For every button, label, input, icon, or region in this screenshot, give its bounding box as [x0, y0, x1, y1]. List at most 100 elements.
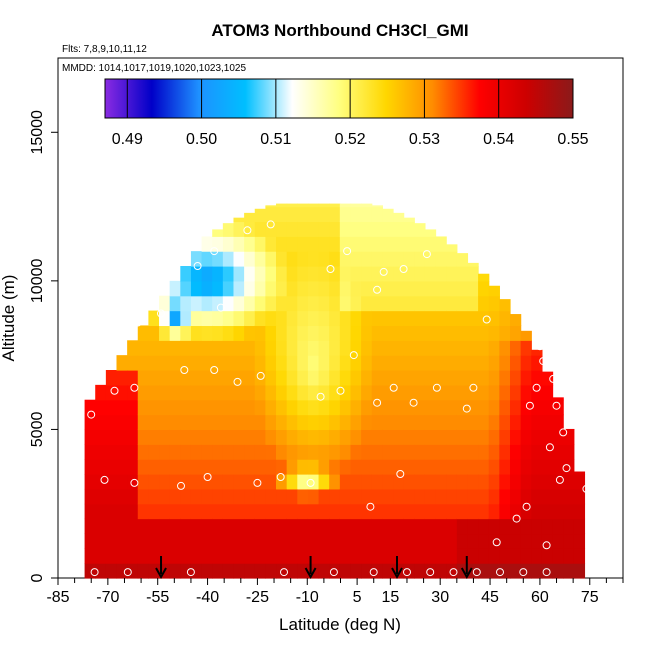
heatmap-cell: [371, 414, 383, 431]
heatmap-cell: [265, 325, 277, 341]
heatmap-cell: [371, 325, 383, 341]
chart-title: ATOM3 Northbound CH3Cl_GMI: [211, 21, 468, 40]
heatmap-cell: [297, 429, 309, 445]
heatmap-cell: [297, 548, 309, 564]
heatmap-cell: [361, 459, 373, 475]
heatmap-cell: [361, 236, 373, 252]
heatmap-cell: [244, 459, 256, 475]
sample-point: [472, 568, 481, 577]
heatmap-cell: [371, 236, 383, 252]
heatmap-cell: [350, 236, 362, 252]
x-tick-label: 60: [531, 589, 549, 606]
heatmap-cell: [573, 488, 586, 505]
heatmap-cell: [95, 474, 107, 490]
heatmap-cell: [467, 518, 479, 535]
heatmap-cell: [276, 563, 288, 579]
heatmap-cell: [116, 563, 128, 579]
heatmap-cell: [552, 563, 564, 579]
heatmap-cell: [297, 295, 309, 312]
heatmap-cell: [254, 208, 266, 223]
heatmap-cell: [137, 370, 149, 386]
heatmap-cell: [350, 251, 362, 267]
heatmap-cell: [244, 266, 256, 282]
sample-point: [100, 475, 109, 484]
heatmap-cell: [456, 444, 469, 460]
heatmap-cell: [276, 355, 288, 371]
heatmap-cell: [531, 503, 543, 520]
heatmap-cell: [499, 503, 511, 520]
heatmap-cell: [276, 459, 288, 475]
heatmap-cell: [467, 414, 479, 431]
heatmap-cell: [137, 414, 149, 431]
heatmap-cell: [467, 355, 479, 371]
heatmap-cell: [403, 414, 415, 431]
sample-point: [306, 478, 315, 487]
heatmap-cell: [393, 533, 405, 549]
heatmap-cell: [531, 533, 543, 549]
heatmap-cell: [403, 355, 415, 371]
heatmap-cell: [499, 355, 511, 371]
heatmap-cell: [478, 414, 490, 431]
heatmap-cell: [148, 429, 160, 445]
heatmap-cell: [371, 503, 383, 520]
heatmap-cell: [105, 488, 118, 505]
heatmap-cell: [361, 518, 373, 535]
heatmap-cell: [424, 488, 437, 505]
heatmap-cell: [488, 548, 500, 564]
heatmap-cell: [307, 399, 320, 416]
heatmap-cell: [552, 459, 564, 475]
heatmap-cell: [233, 310, 245, 327]
heatmap-cell: [222, 518, 235, 535]
heatmap-cell: [212, 474, 224, 490]
heatmap-cell: [265, 370, 277, 386]
sample-point: [210, 366, 219, 374]
heatmap-cell: [339, 518, 352, 535]
heatmap-cell: [212, 384, 224, 401]
heatmap-cell: [222, 251, 235, 267]
heatmap-cell: [276, 370, 288, 386]
sample-point: [562, 464, 571, 473]
sample-point: [426, 568, 435, 577]
heatmap-cell: [573, 533, 586, 549]
heatmap-cell: [446, 325, 458, 341]
heatmap-cell: [254, 355, 266, 371]
heatmap-cell: [414, 310, 426, 327]
y-tick-label: 10000: [29, 259, 46, 304]
heatmap-cell: [478, 295, 490, 312]
heatmap-cell: [403, 444, 415, 460]
heatmap-cell: [318, 310, 330, 327]
heatmap-cell: [159, 295, 171, 312]
heatmap-cell: [254, 221, 266, 237]
heatmap-cell: [361, 548, 373, 564]
heatmap-cell: [329, 384, 341, 401]
heatmap-cell: [95, 399, 107, 416]
heatmap-cell: [190, 251, 203, 267]
heatmap-cell: [329, 203, 341, 208]
heatmap-cell: [169, 340, 181, 356]
heatmap-cell: [254, 280, 266, 297]
heatmap-cell: [286, 280, 298, 297]
heatmap-cell: [95, 503, 107, 520]
heatmap-cell: [244, 212, 256, 223]
heatmap-cell: [254, 503, 266, 520]
heatmap-cell: [435, 474, 447, 490]
heatmap-cell: [478, 474, 490, 490]
heatmap-cell: [318, 563, 330, 579]
heatmap-cell: [424, 236, 437, 252]
heatmap-cell: [393, 221, 405, 237]
heatmap-cell: [84, 399, 96, 416]
heatmap-cell: [435, 429, 447, 445]
heatmap-cell: [478, 488, 490, 505]
heatmap-cell: [382, 474, 394, 490]
heatmap-cell: [265, 340, 277, 356]
heatmap-cell: [541, 399, 554, 416]
heatmap-cell: [169, 488, 181, 505]
heatmap-cell: [403, 384, 415, 401]
heatmap-cell: [414, 236, 426, 252]
heatmap-cell: [478, 370, 490, 386]
heatmap-cell: [361, 310, 373, 327]
heatmap-cell: [329, 251, 341, 267]
x-tick-label: 75: [581, 589, 599, 606]
colorbar-tick-label: 0.52: [335, 131, 366, 148]
heatmap-cell: [244, 518, 256, 535]
